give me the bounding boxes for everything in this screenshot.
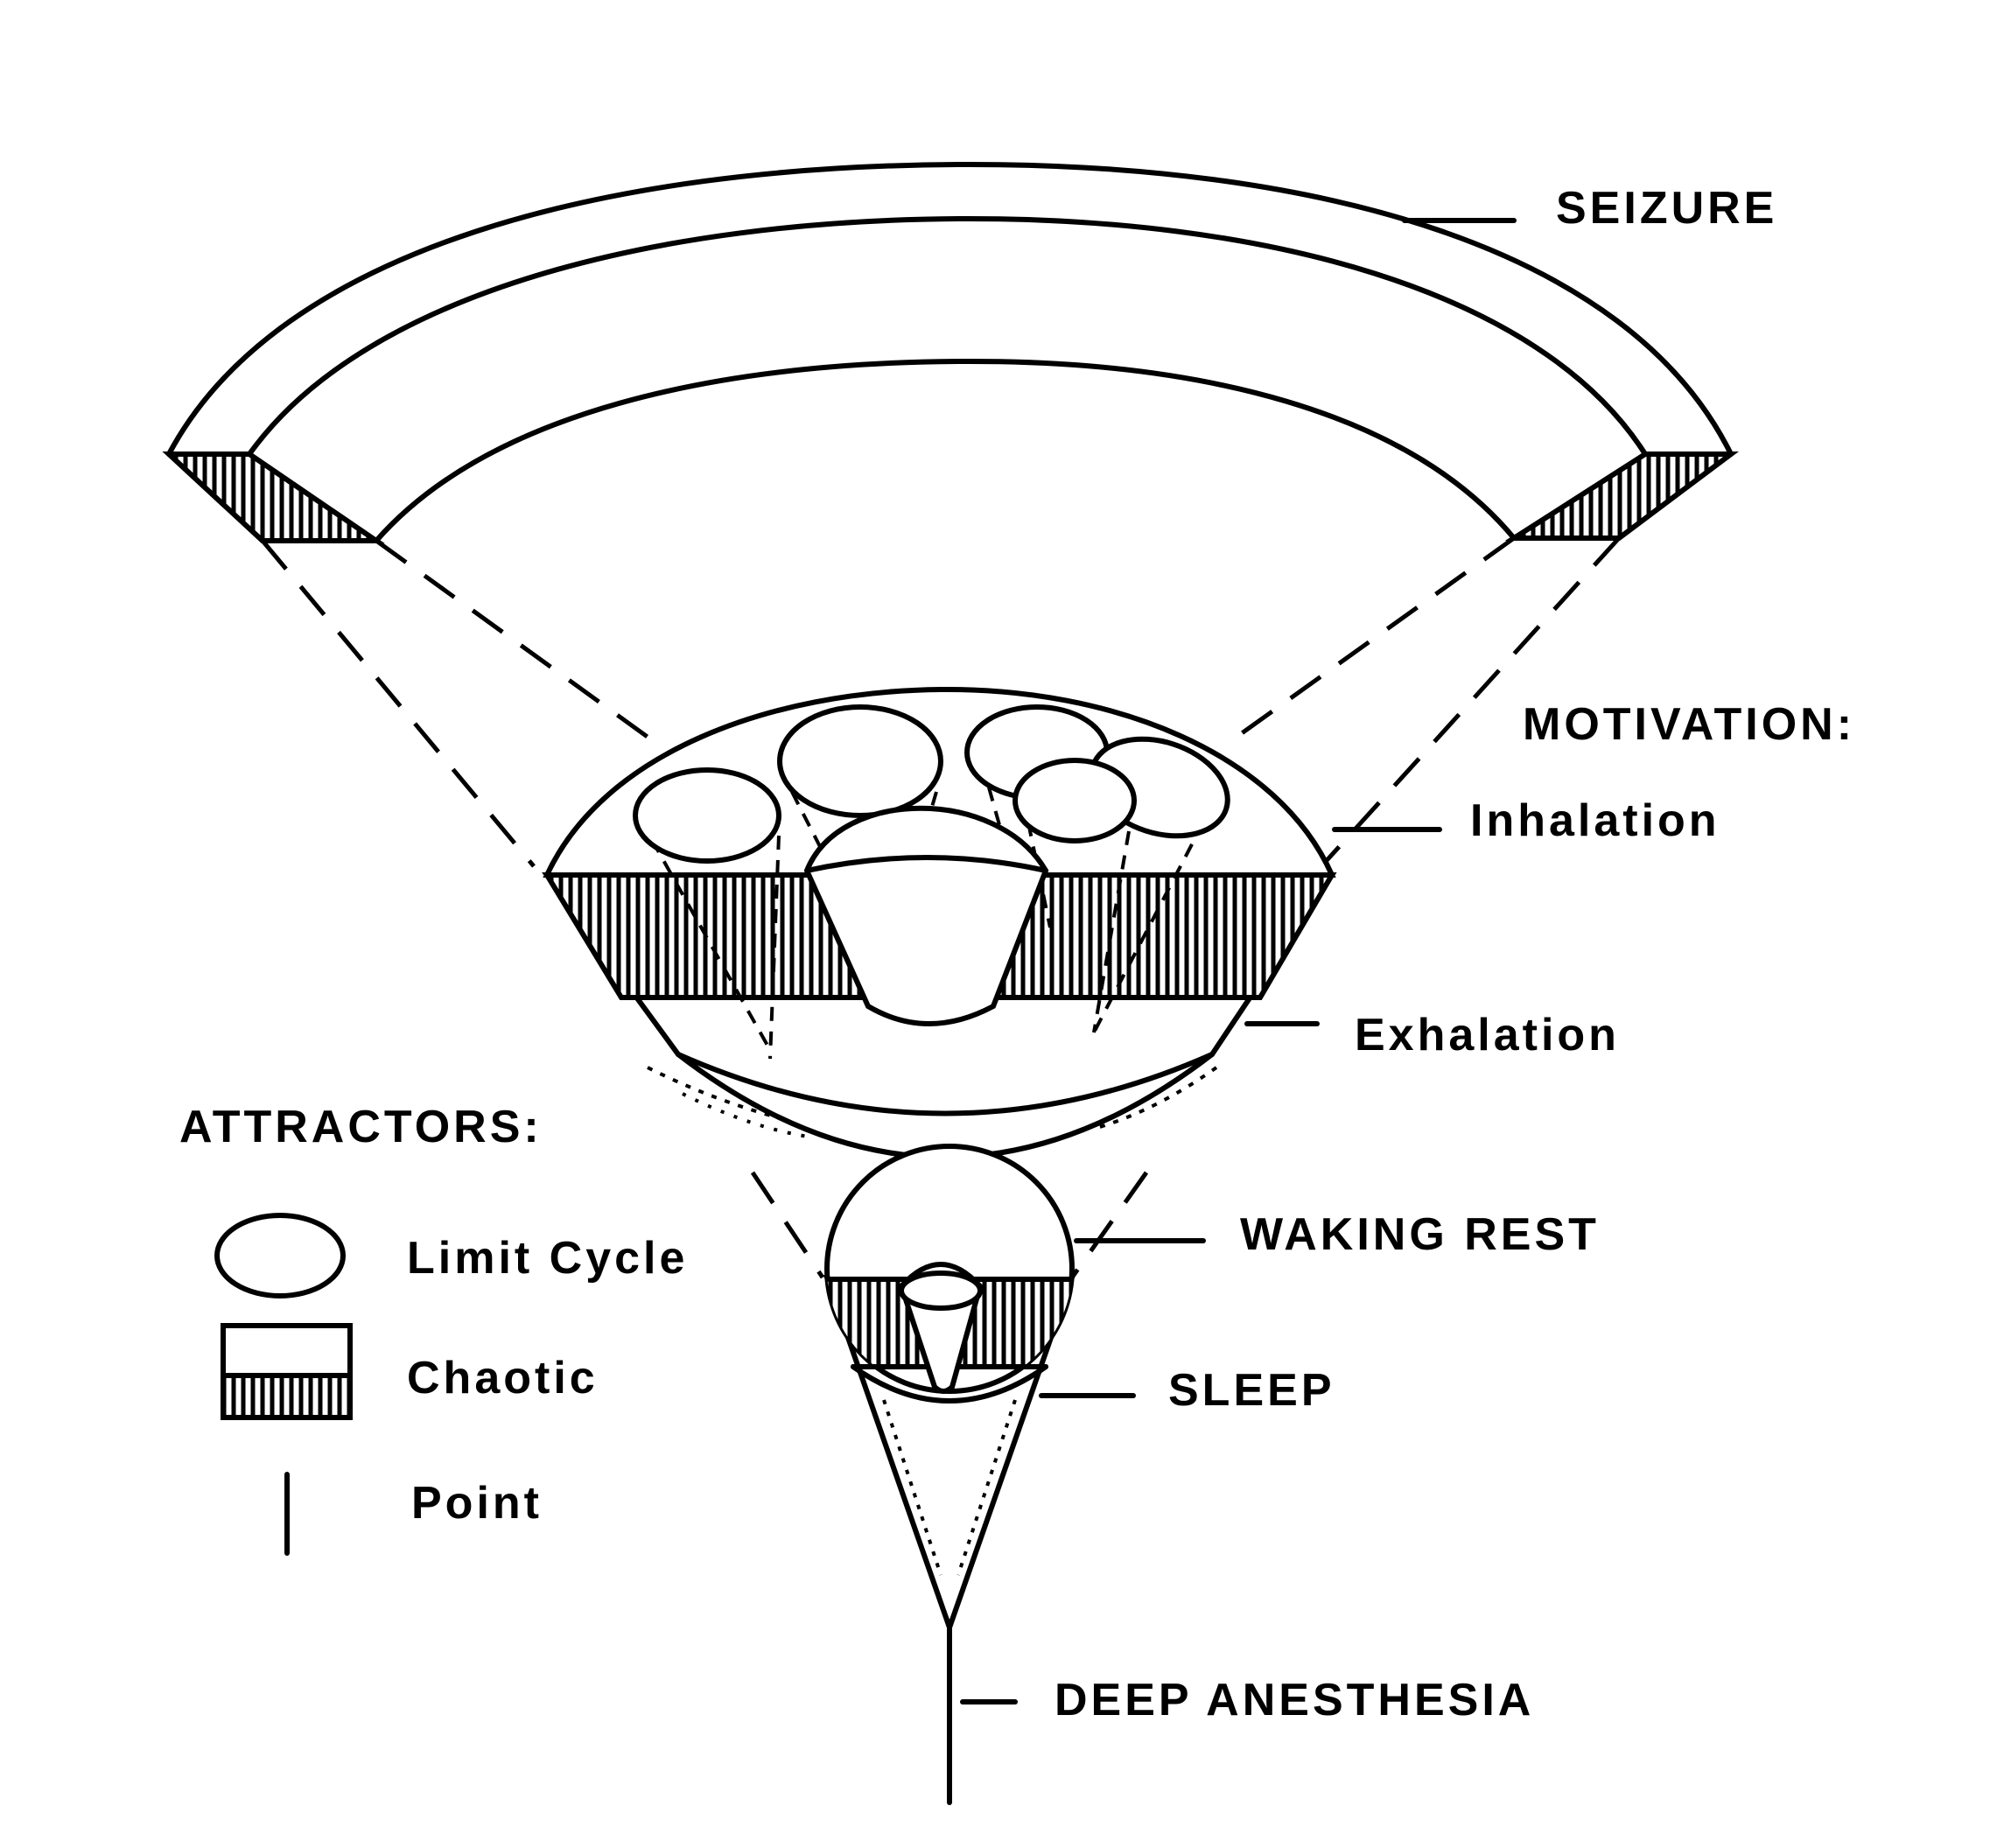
exhalation-label: Exhalation xyxy=(1355,1010,1620,1060)
leader-lines xyxy=(960,218,1517,1704)
seizure-label: SEIZURE xyxy=(1556,183,1777,234)
limit-cycle-icon xyxy=(214,1213,346,1298)
sleep-label: SLEEP xyxy=(1168,1365,1335,1416)
seizure-arch xyxy=(162,161,1739,543)
waking-rest-label: WAKING REST xyxy=(1240,1209,1600,1260)
deep-anesthesia-label: DEEP ANESTHESIA xyxy=(1055,1675,1534,1726)
waking-rest-basin xyxy=(823,1144,1076,1636)
legend-limit-cycle: Limit Cycle xyxy=(407,1233,688,1284)
motivation-label: MOTIVATION: xyxy=(1523,699,1855,750)
motivation-limit-cycles xyxy=(633,704,1230,1060)
legend-point: Point xyxy=(411,1478,543,1529)
legend-title: ATTRACTORS: xyxy=(179,1102,543,1152)
attractors-legend: ATTRACTORS: Limit Cycle Chaotic Point xyxy=(179,1102,688,1556)
motivation-basin xyxy=(542,686,1337,1160)
legend-chaotic: Chaotic xyxy=(407,1353,599,1404)
chaotic-icon xyxy=(221,1323,353,1420)
seizure-left-hatch xyxy=(162,452,385,543)
projection-lines xyxy=(261,536,1621,1279)
seizure-right-hatch xyxy=(1504,452,1739,541)
inhalation-label: Inhalation xyxy=(1470,795,1720,846)
